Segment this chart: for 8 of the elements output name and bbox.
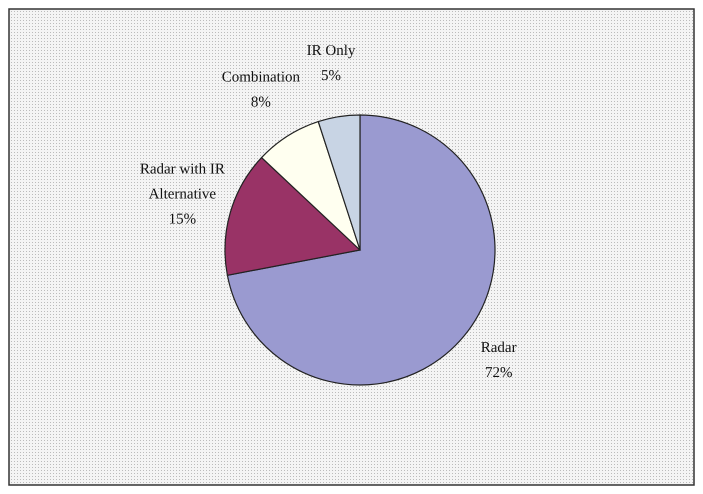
data-label: 72% (484, 365, 512, 382)
data-label: 15% (168, 211, 196, 228)
slice-label: IR Only (306, 42, 356, 59)
data-label: 8% (250, 94, 271, 110)
slice-label: Combination (222, 69, 301, 86)
data-label: 5% (321, 68, 342, 84)
slice-label: Radar (480, 340, 517, 356)
slice-label: Radar with IR Alternative (140, 161, 225, 202)
